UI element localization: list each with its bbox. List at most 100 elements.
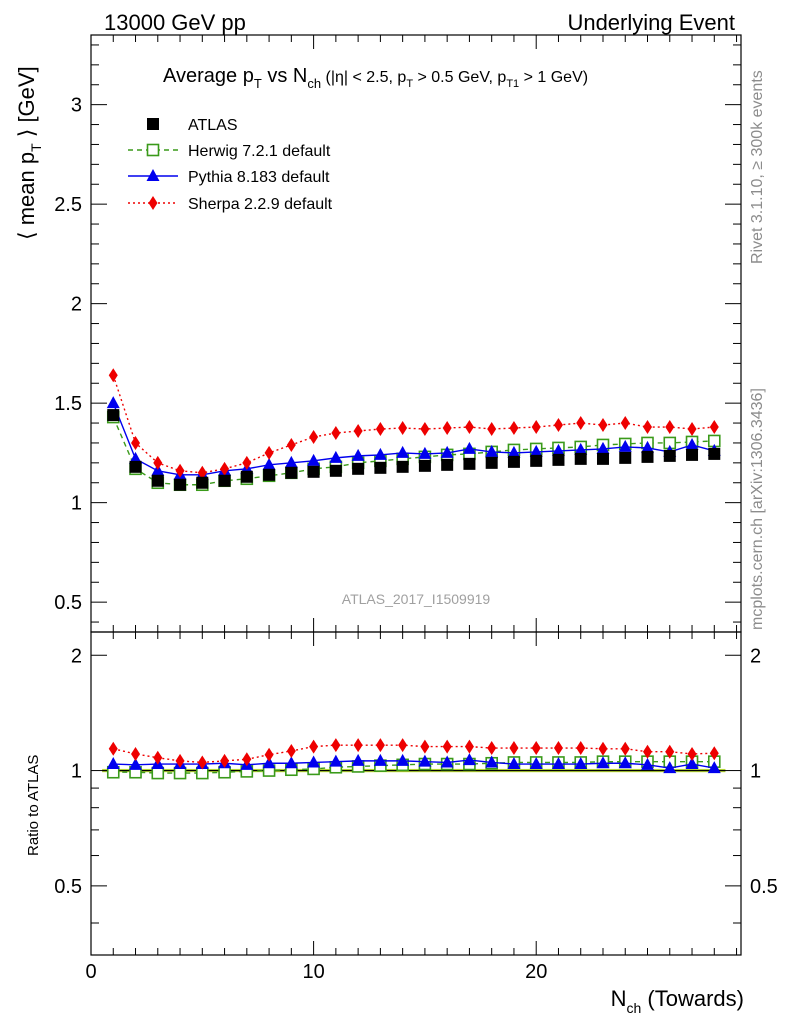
sherpa-point bbox=[576, 416, 586, 431]
atlas-point bbox=[418, 459, 431, 472]
header-right: Underlying Event bbox=[567, 10, 735, 35]
pythia-point bbox=[618, 439, 632, 452]
ratio-tick-label-right: 2 bbox=[750, 645, 761, 667]
sherpa-ratio-point bbox=[331, 738, 341, 753]
legend-label-atlas: ATLAS bbox=[188, 117, 238, 134]
y-axis-label: ⟨ mean pT ⟩ [GeV] bbox=[14, 66, 44, 240]
series-atlas bbox=[107, 409, 721, 491]
atlas-point bbox=[641, 450, 654, 463]
pythia-point bbox=[529, 444, 543, 457]
pythia-ratio-point bbox=[284, 756, 298, 769]
sherpa-ratio-point bbox=[643, 744, 653, 759]
atlas-point bbox=[196, 476, 209, 489]
sherpa-ratio-point bbox=[687, 746, 697, 761]
sherpa-point bbox=[242, 455, 252, 470]
atlas-point bbox=[463, 457, 476, 470]
sherpa-point bbox=[153, 455, 163, 470]
sherpa-point bbox=[709, 420, 719, 435]
pythia-ratio-point bbox=[685, 757, 699, 770]
y-tick-label: 2 bbox=[71, 294, 82, 316]
pythia-point bbox=[329, 450, 343, 463]
legend-label-herwig: Herwig 7.2.1 default bbox=[188, 143, 331, 160]
sherpa-point bbox=[220, 461, 230, 476]
ratio-y-axis-label: Ratio to ATLAS bbox=[25, 755, 42, 856]
pythia-ratio-point bbox=[329, 754, 343, 767]
atlas-point bbox=[263, 468, 276, 481]
sherpa-ratio-point bbox=[398, 738, 408, 753]
x-axis-label: Nch (Towards) bbox=[611, 986, 744, 1016]
sherpa-point bbox=[398, 421, 408, 436]
pythia-ratio-point bbox=[574, 757, 588, 770]
atlas-point bbox=[441, 458, 454, 471]
sherpa-ratio-point bbox=[531, 741, 541, 756]
pythia-main-line bbox=[112, 402, 715, 476]
sherpa-ratio-point bbox=[197, 755, 207, 770]
atlas-point bbox=[552, 453, 565, 466]
y-tick-label: 2.5 bbox=[54, 194, 82, 216]
sherpa-point bbox=[353, 424, 363, 439]
atlas-point bbox=[619, 451, 632, 464]
sherpa-ratio-point bbox=[375, 738, 385, 753]
sherpa-point bbox=[687, 422, 697, 437]
sherpa-ratio-point bbox=[442, 739, 452, 754]
legend-marker-atlas bbox=[147, 118, 159, 130]
sherpa-point bbox=[464, 420, 474, 435]
sherpa-point bbox=[309, 429, 319, 444]
sherpa-ratio-point bbox=[576, 741, 586, 756]
atlas-point bbox=[574, 452, 587, 465]
pythia-ratio-line bbox=[113, 759, 715, 769]
sherpa-ratio-line bbox=[113, 744, 715, 764]
sherpa-ratio-point bbox=[353, 738, 363, 753]
atlas-point bbox=[596, 452, 609, 465]
sherpa-point bbox=[553, 418, 563, 433]
pythia-point bbox=[373, 447, 387, 460]
sherpa-ratio-point bbox=[309, 739, 319, 754]
atlas-point bbox=[285, 466, 298, 479]
sherpa-point bbox=[331, 426, 341, 440]
rivet-label: Rivet 3.1.10, ≥ 300k events bbox=[749, 70, 766, 264]
legend: ATLAS Herwig 7.2.1 default Pythia 8.183 de… bbox=[128, 117, 333, 213]
ratio-tick-label-right: 0.5 bbox=[750, 876, 778, 898]
herwig-ratio-point bbox=[218, 765, 231, 779]
atlas-point bbox=[240, 470, 253, 483]
sherpa-ratio-point bbox=[709, 746, 719, 761]
pythia-point bbox=[574, 442, 588, 455]
sherpa-ratio-point bbox=[665, 744, 675, 759]
ratio-tick-label-right: 1 bbox=[750, 761, 761, 783]
sherpa-ratio-point bbox=[131, 746, 141, 761]
atlas-point bbox=[485, 456, 498, 469]
y-tick-label: 1.5 bbox=[54, 393, 82, 415]
pythia-ratio-point bbox=[307, 755, 321, 768]
pythia-point bbox=[551, 443, 565, 456]
atlas-point bbox=[374, 461, 387, 474]
legend-marker-pythia bbox=[146, 169, 160, 181]
legend-label-pythia: Pythia 8.183 default bbox=[188, 169, 330, 186]
sherpa-ratio-point bbox=[598, 741, 608, 756]
pythia-point bbox=[418, 446, 432, 459]
atlas-point bbox=[396, 460, 409, 473]
pythia-ratio-point bbox=[551, 757, 565, 770]
pythia-point bbox=[262, 457, 276, 470]
ratio-tick-label: 2 bbox=[71, 645, 82, 667]
sherpa-ratio-point bbox=[175, 753, 185, 768]
sherpa-point bbox=[197, 465, 207, 480]
pythia-point bbox=[641, 440, 655, 453]
pythia-ratio-point bbox=[351, 753, 365, 766]
sherpa-point bbox=[108, 368, 118, 383]
herwig-ratio-point bbox=[173, 766, 187, 780]
pythia-ratio-point bbox=[707, 761, 721, 774]
pythia-point bbox=[351, 448, 365, 461]
pythia-ratio-point bbox=[106, 757, 120, 770]
sherpa-main-line bbox=[112, 375, 715, 474]
y-tick-label: 0.5 bbox=[54, 592, 82, 614]
sherpa-point bbox=[509, 421, 519, 436]
pythia-point bbox=[685, 437, 699, 450]
sherpa-ratio-point bbox=[153, 750, 163, 765]
pythia-ratio-point bbox=[485, 755, 499, 768]
pythia-point bbox=[485, 444, 499, 457]
atlas-point bbox=[329, 464, 342, 477]
sherpa-ratio-point bbox=[620, 741, 630, 756]
y-tick-label: 3 bbox=[71, 95, 82, 117]
atlas-point bbox=[174, 478, 187, 491]
sherpa-ratio-point bbox=[220, 753, 230, 768]
